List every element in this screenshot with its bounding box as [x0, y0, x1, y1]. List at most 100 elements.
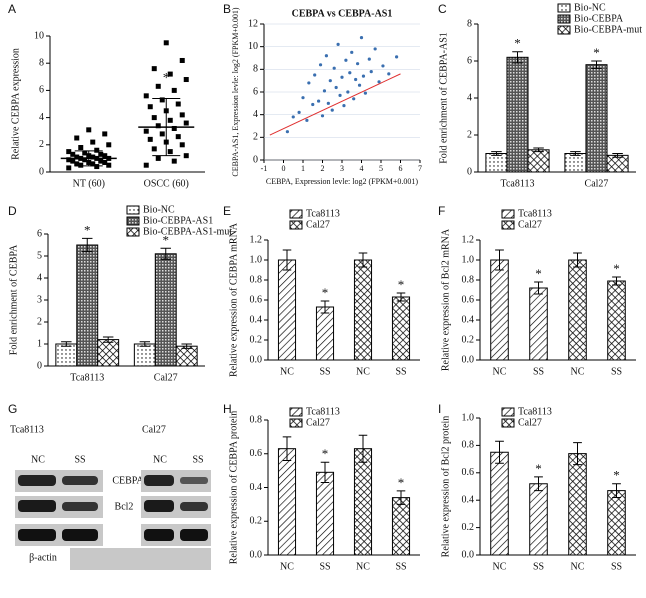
dot — [82, 150, 88, 156]
legend-swatch — [289, 418, 303, 428]
point — [291, 115, 295, 119]
dot — [155, 83, 161, 89]
point — [361, 74, 366, 78]
protein-label: CEBPA — [112, 475, 144, 486]
y-tick-label: 0.6 — [250, 448, 263, 459]
dot — [179, 142, 185, 148]
bar — [568, 259, 587, 361]
point — [338, 93, 342, 97]
dot — [175, 134, 181, 140]
point — [342, 104, 346, 108]
x-tick-label: Cal27 — [154, 372, 178, 383]
significance: * — [535, 266, 542, 281]
bar — [490, 259, 509, 361]
point — [320, 114, 325, 118]
legend-swatch — [126, 216, 140, 226]
legend-swatch — [557, 3, 571, 13]
bar — [277, 259, 297, 361]
x-tick-label: SS — [533, 561, 544, 572]
point — [348, 71, 352, 75]
y-tick-label: 0.4 — [250, 482, 263, 493]
dot — [167, 71, 173, 77]
dot — [102, 153, 108, 159]
bar — [568, 453, 587, 556]
x-tick-label: NC — [356, 561, 370, 572]
bar — [154, 253, 177, 367]
significance: * — [163, 232, 170, 247]
significance: * — [514, 36, 521, 51]
band — [62, 476, 98, 485]
bar — [277, 448, 297, 556]
dot — [74, 135, 80, 141]
y-tick-label: 0.8 — [462, 440, 475, 451]
y-tick-label: 0.0 — [462, 354, 475, 365]
dot — [106, 142, 112, 148]
bar — [76, 244, 99, 367]
y-axis-label: Relative CEBPA expression — [10, 48, 21, 160]
dot — [90, 139, 96, 145]
panel-label: C — [438, 2, 447, 16]
bar — [490, 451, 509, 556]
x-tick-label: SS — [395, 561, 406, 572]
legend-label: Bio-NC — [574, 2, 606, 13]
y-tick-label: 1.2 — [462, 234, 475, 245]
error-bar — [396, 292, 406, 302]
bar — [606, 154, 629, 173]
dot — [183, 153, 189, 159]
lane-label: SS — [74, 454, 85, 465]
point — [373, 47, 377, 51]
bar — [391, 497, 411, 556]
panel-label: E — [223, 204, 231, 218]
panel-label: F — [438, 204, 445, 218]
x-tick-label: Cal27 — [585, 178, 609, 189]
dot — [70, 158, 76, 164]
significance: * — [398, 475, 405, 490]
error-bar — [491, 151, 502, 156]
significance: * — [398, 277, 405, 292]
band — [180, 477, 208, 484]
y-tick-label: 1 — [37, 338, 42, 349]
dot — [70, 151, 76, 157]
blot-panel: G Tca8113 Cal27 NC SS NC SS CEBPA Bcl2 β… — [8, 402, 211, 570]
band — [62, 529, 98, 541]
bar — [585, 64, 608, 173]
dot — [155, 155, 161, 161]
bar — [315, 471, 335, 556]
bar — [55, 343, 78, 367]
bar — [527, 149, 550, 173]
error-bar — [358, 434, 368, 463]
dot — [167, 149, 173, 155]
dot — [94, 147, 100, 153]
y-tick-label: 1.2 — [250, 234, 263, 245]
error-bar — [534, 476, 543, 492]
error-bar — [570, 151, 581, 156]
x-tick-label: OSCC (60) — [144, 178, 189, 189]
error-bar — [396, 490, 406, 505]
legend-label: Tca8113 — [306, 208, 340, 219]
error-bar — [612, 483, 621, 498]
y-tick-label: 0.4 — [250, 314, 263, 325]
error-bar — [320, 461, 330, 483]
x-tick-label: 6 — [399, 164, 403, 173]
error-bar — [102, 336, 114, 343]
y-tick-label: 0.8 — [462, 274, 475, 285]
point — [356, 62, 360, 66]
bar — [133, 343, 156, 367]
bar — [529, 287, 548, 361]
bar — [529, 483, 548, 556]
y-axis-label: Fold enrichment of CEBPA — [8, 244, 19, 355]
point — [387, 72, 391, 76]
x-tick-label: Tca8113 — [70, 372, 104, 383]
point — [377, 80, 381, 84]
dot — [74, 154, 80, 160]
legend-label: Cal27 — [518, 417, 542, 428]
y-tick-label: 0.0 — [250, 354, 263, 365]
dot — [74, 161, 80, 167]
x-tick-label: SS — [395, 366, 406, 377]
dot — [171, 87, 177, 93]
point — [305, 118, 309, 122]
x-tick-label: 2 — [321, 164, 325, 173]
x-tick-label: SS — [319, 561, 330, 572]
dot — [66, 165, 72, 171]
lane-label: SS — [192, 454, 203, 465]
